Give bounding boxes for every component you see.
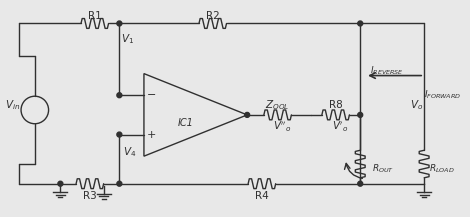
Text: $R_{LOAD}$: $R_{LOAD}$ (429, 163, 454, 175)
Text: +: + (147, 130, 157, 140)
Text: $V''_o$: $V''_o$ (274, 120, 292, 134)
Text: −: − (147, 90, 157, 100)
Circle shape (245, 112, 250, 117)
Text: R2: R2 (206, 11, 219, 21)
Text: $I_{REVERSE}$: $I_{REVERSE}$ (370, 64, 404, 77)
Text: IC1: IC1 (178, 118, 194, 128)
Text: R8: R8 (329, 100, 343, 110)
Circle shape (358, 181, 363, 186)
Text: R4: R4 (255, 191, 269, 202)
Text: $V_1$: $V_1$ (121, 32, 134, 46)
Circle shape (358, 21, 363, 26)
Circle shape (117, 181, 122, 186)
Text: $R_{OUT}$: $R_{OUT}$ (372, 163, 394, 175)
Text: $V_{in}$: $V_{in}$ (5, 98, 21, 112)
Text: $I_{FORWARD}$: $I_{FORWARD}$ (424, 89, 461, 102)
Circle shape (117, 93, 122, 98)
Text: $V'_o$: $V'_o$ (332, 120, 349, 134)
Circle shape (358, 112, 363, 117)
Text: $Z_{OOL}$: $Z_{OOL}$ (266, 98, 290, 112)
Text: R1: R1 (88, 11, 102, 21)
Text: $V_4$: $V_4$ (123, 145, 136, 159)
Circle shape (58, 181, 63, 186)
Circle shape (117, 132, 122, 137)
Text: R3: R3 (83, 191, 97, 202)
Text: $V_o$: $V_o$ (410, 98, 423, 112)
Circle shape (117, 21, 122, 26)
